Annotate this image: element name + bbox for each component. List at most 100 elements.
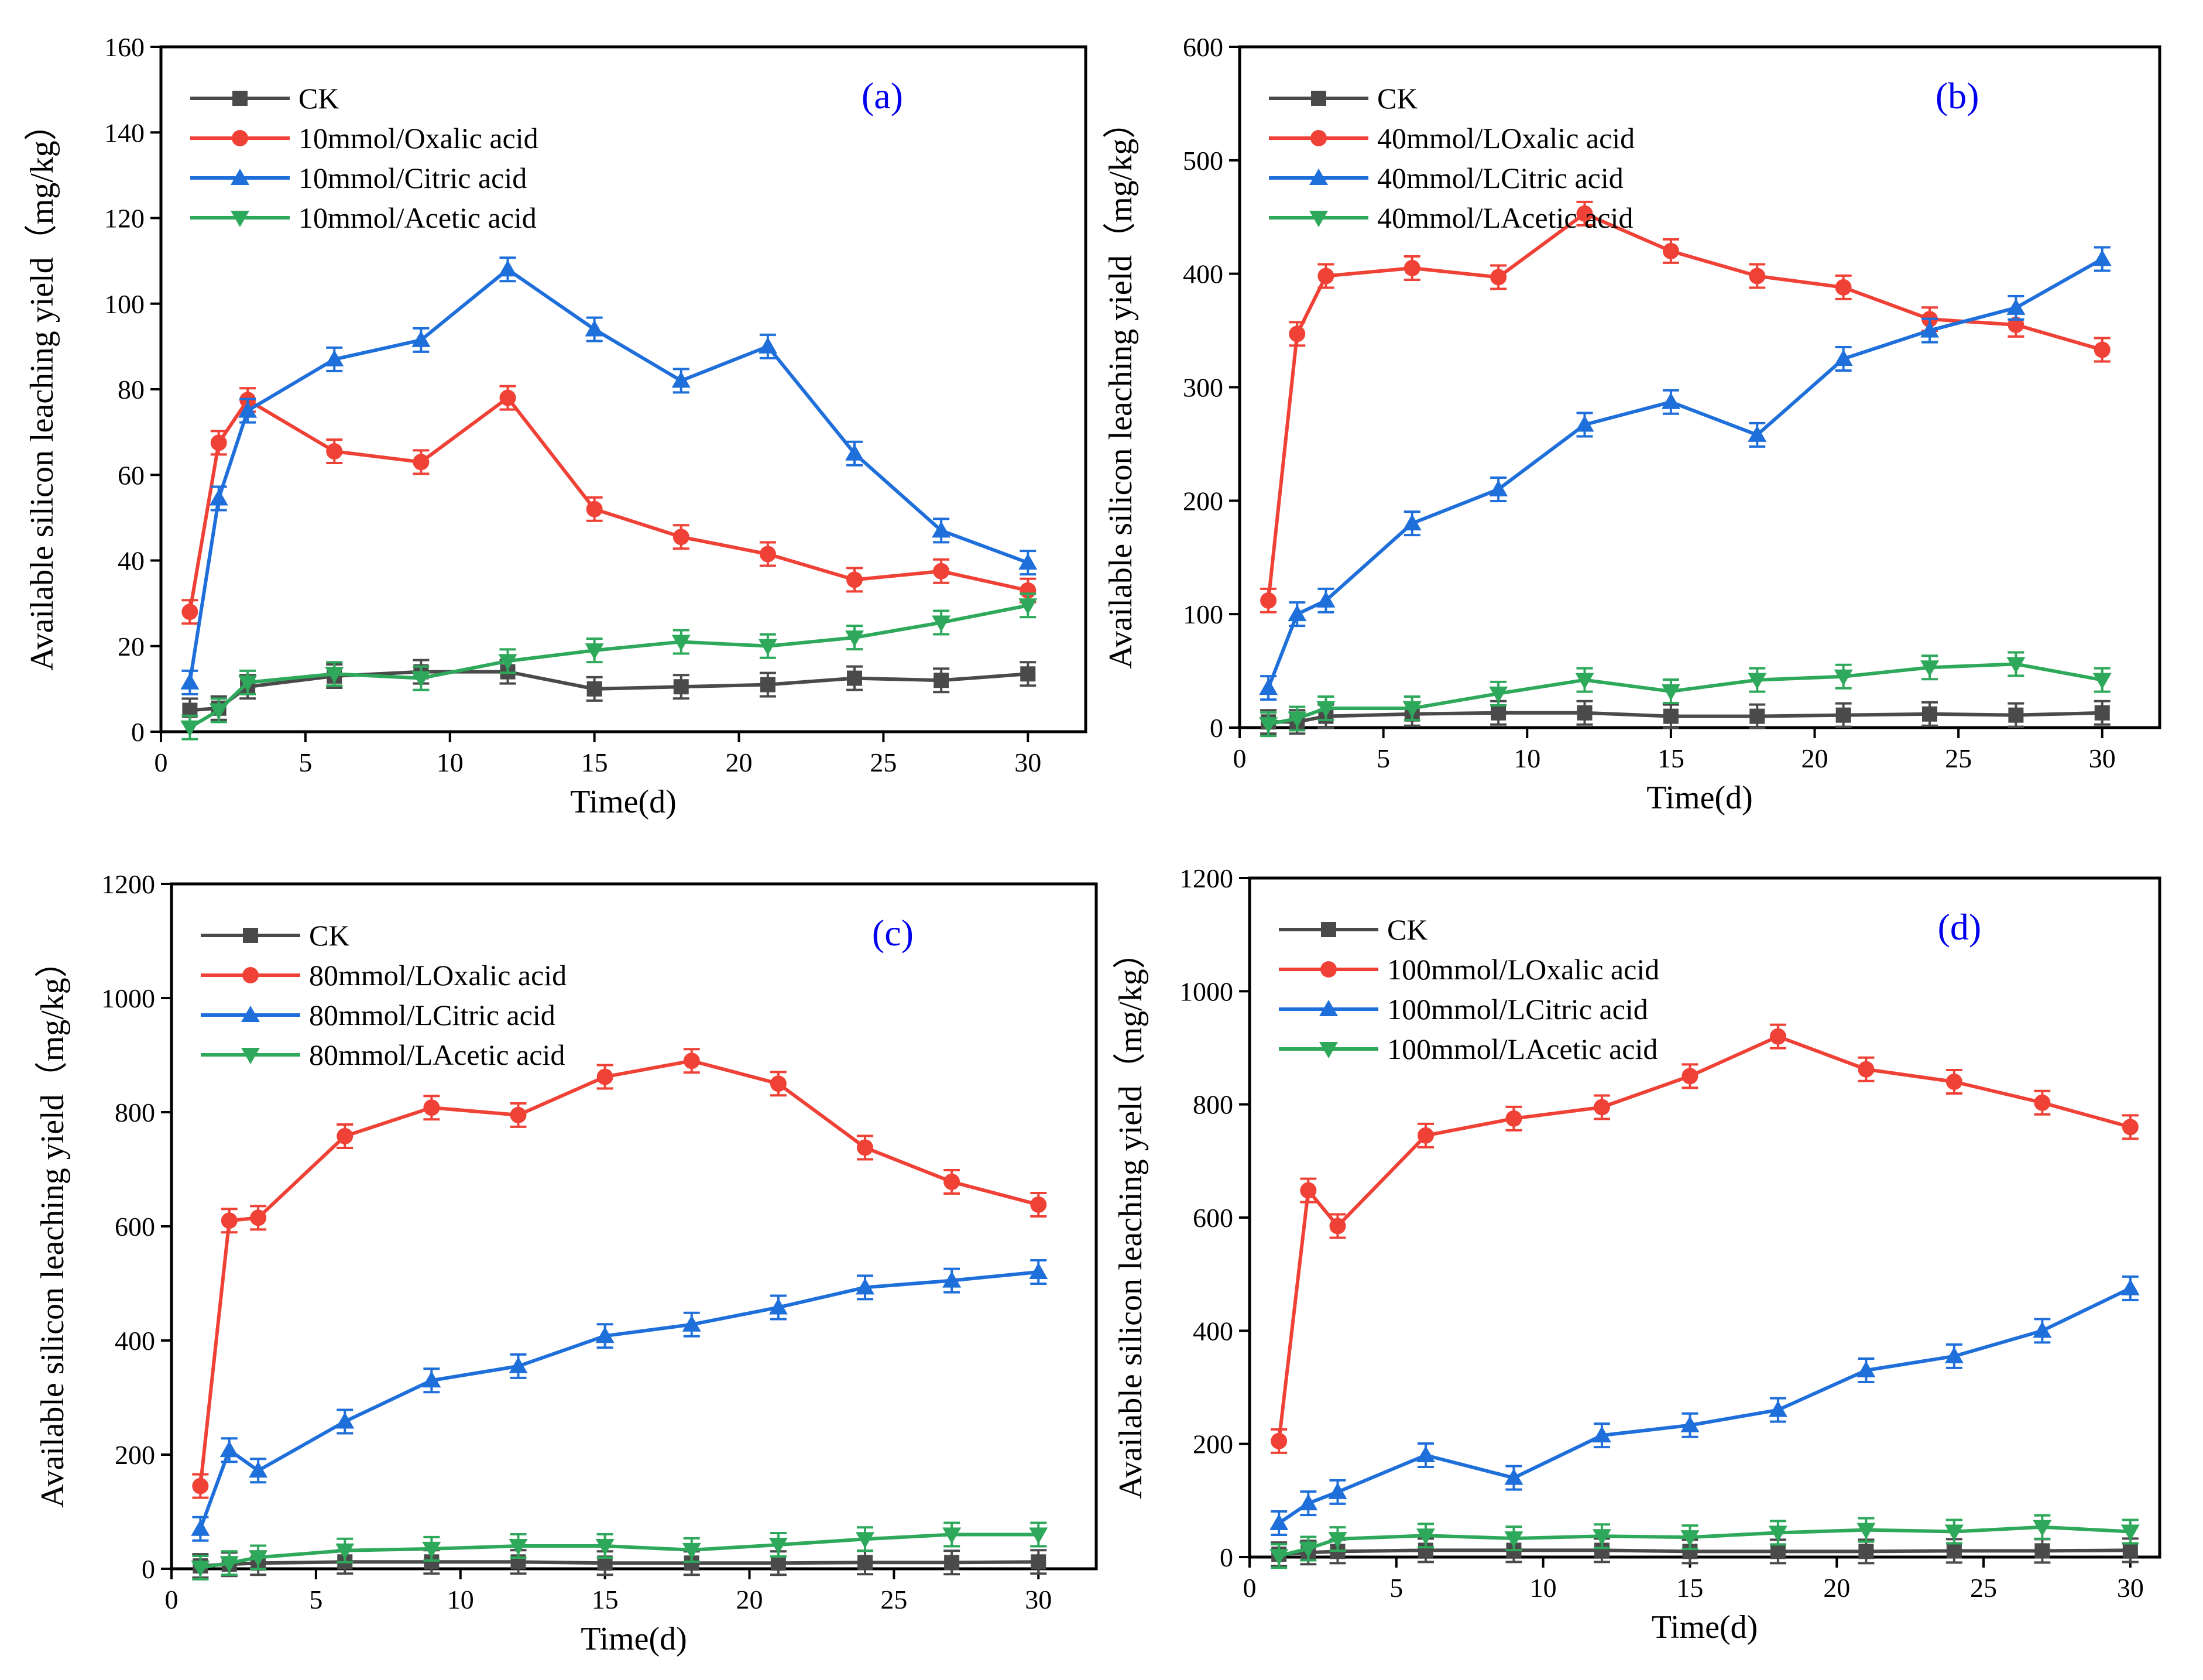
data-point-citric [1416, 1446, 1435, 1462]
data-point-oxalic [337, 1127, 354, 1144]
data-point-acetic [758, 639, 777, 656]
x-tick-label: 30 [2089, 743, 2116, 773]
x-tick-label: 5 [309, 1585, 322, 1614]
series-line-acetic [188, 604, 1028, 729]
data-point-citric [1944, 1346, 1964, 1363]
data-point-oxalic [1417, 1127, 1434, 1144]
data-point-oxalic [1858, 1061, 1875, 1078]
data-point-acetic [942, 1527, 962, 1544]
data-point-citric [1489, 479, 1508, 496]
data-point-CK [857, 1555, 873, 1571]
legend-marker-oxalic [232, 130, 248, 146]
data-point-citric [1575, 415, 1594, 432]
data-point-oxalic [1769, 1028, 1786, 1045]
data-point-citric [1299, 1494, 1318, 1511]
x-tick-label: 15 [581, 748, 608, 777]
data-point-acetic [845, 630, 864, 647]
legend-marker-citric [231, 169, 249, 185]
legend-label-oxalic: 10mmol/Oxalic acid [298, 122, 538, 155]
y-tick-label: 600 [1193, 1203, 1233, 1233]
y-tick-label: 600 [1183, 32, 1223, 62]
data-point-oxalic [1490, 269, 1507, 286]
data-point-acetic [1768, 1525, 1787, 1542]
data-point-acetic [191, 1561, 210, 1578]
data-point-CK [2094, 705, 2110, 721]
data-point-citric [768, 1298, 788, 1315]
x-tick-label: 25 [1970, 1573, 1997, 1603]
data-point-oxalic [1682, 1068, 1698, 1085]
data-point-CK [1663, 708, 1679, 724]
chart-panel-d: 0 5 10 15 20 25 30 0 200 400 600 800 1000 1200 Time(d)… [1113, 863, 2161, 1645]
data-point-acetic [1920, 660, 1939, 677]
data-point-citric [1316, 591, 1336, 608]
legend-marker-citric [1319, 1000, 1338, 1016]
data-point-oxalic [1260, 592, 1277, 609]
data-point-citric [249, 1461, 268, 1478]
y-tick-label: 200 [115, 1440, 155, 1470]
x-tick-label: 20 [1823, 1573, 1850, 1603]
y-tick-label: 0 [1210, 713, 1223, 743]
data-point-oxalic [857, 1139, 873, 1156]
x-tick-label: 0 [155, 748, 168, 777]
data-point-oxalic [1271, 1432, 1288, 1449]
y-tick-label: 100 [1183, 599, 1223, 629]
data-point-oxalic [499, 389, 516, 406]
data-point-citric [498, 260, 517, 277]
data-point-oxalic [221, 1212, 238, 1229]
data-point-acetic [768, 1538, 788, 1555]
data-point-citric [1768, 1400, 1787, 1417]
data-point-citric [219, 1441, 239, 1458]
data-point-acetic [209, 703, 228, 720]
data-point-acetic [335, 1543, 355, 1560]
series-line-CK [1278, 1548, 2130, 1556]
y-axis-title: Available silicon leaching yield（mg/kg） [24, 108, 60, 671]
data-point-oxalic [933, 563, 950, 580]
data-point-acetic [671, 635, 691, 652]
data-point-oxalic [1576, 205, 1593, 222]
series-line-acetic [1278, 1525, 2130, 1558]
data-point-acetic [1592, 1529, 1611, 1546]
x-tick-label: 25 [1945, 743, 1972, 773]
data-point-oxalic [1662, 242, 1679, 259]
data-point-citric [2033, 1321, 2052, 1338]
legend-label-acetic: 10mmol/Acetic acid [298, 201, 537, 234]
data-point-citric [585, 320, 604, 337]
data-point-acetic [1834, 669, 1853, 686]
data-point-citric [335, 1412, 355, 1429]
data-point-CK [1031, 1554, 1046, 1570]
data-point-oxalic [1593, 1099, 1610, 1116]
data-point-CK [1749, 708, 1765, 724]
y-tick-label: 100 [104, 289, 145, 319]
data-point-acetic [219, 1556, 239, 1573]
data-point-CK [673, 679, 689, 695]
data-point-acetic [422, 1541, 441, 1558]
data-point-acetic [1489, 686, 1508, 703]
data-point-citric [1029, 1263, 1048, 1279]
y-tick-label: 500 [1183, 146, 1223, 176]
data-point-oxalic [596, 1068, 613, 1085]
y-tick-label: 1000 [1179, 976, 1233, 1006]
x-axis-title: Time(d) [1652, 1609, 1758, 1645]
data-point-oxalic [1505, 1110, 1522, 1127]
data-point-citric [209, 489, 228, 506]
y-tick-label: 1200 [1179, 863, 1233, 893]
data-point-oxalic [2034, 1094, 2051, 1111]
data-point-CK [2122, 1542, 2138, 1558]
data-point-acetic [1661, 684, 1680, 701]
data-point-CK [1770, 1544, 1786, 1559]
data-point-oxalic [2094, 341, 2111, 358]
y-tick-label: 160 [104, 32, 145, 62]
legend-label-acetic: 40mmol/LAcetic acid [1377, 201, 1633, 234]
data-point-acetic [682, 1542, 701, 1559]
x-tick-label: 20 [1801, 743, 1828, 773]
x-tick-label: 10 [1514, 743, 1540, 773]
data-point-acetic [1269, 1549, 1289, 1566]
x-tick-label: 10 [1530, 1573, 1557, 1603]
chart-panel-c: 0 5 10 15 20 25 30 0 200 400 600 800 1000 1200 Time(d)… [35, 869, 1098, 1657]
y-tick-label: 200 [1183, 486, 1223, 516]
data-point-citric [180, 673, 200, 690]
data-point-CK [1020, 666, 1036, 682]
data-point-acetic [509, 1539, 528, 1555]
data-point-citric [1328, 1482, 1347, 1499]
